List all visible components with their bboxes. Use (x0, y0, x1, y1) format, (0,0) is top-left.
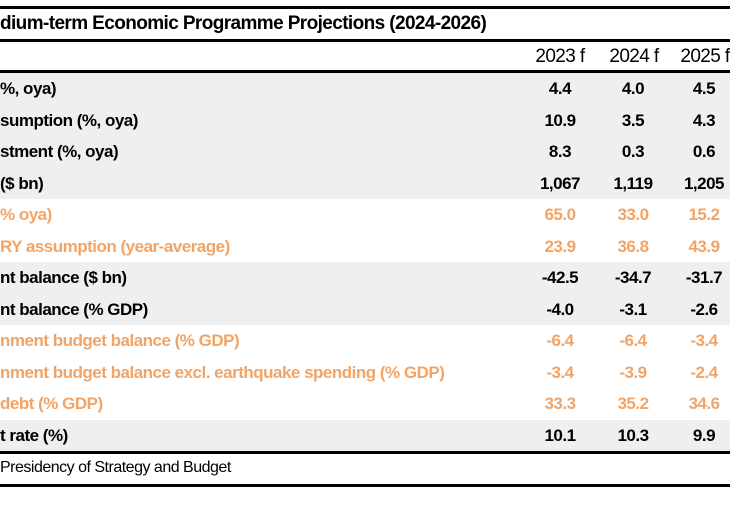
cell-value: -31.7 (685, 268, 723, 287)
cell-value: 1,205 (683, 173, 725, 193)
table-row: t rate (%) 10.1 10.3 9.9 (0, 419, 730, 451)
table-row: nt balance ($ bn) -42.5 -34.7 -31.7 (0, 262, 730, 294)
row-label: sumption (%, oya) (0, 110, 138, 130)
footer-rule (0, 484, 730, 487)
cell-value: -3.4 (690, 331, 718, 350)
cell-value: -3.1 (619, 299, 647, 319)
cell-value: 4.0 (621, 79, 645, 98)
cell-value: -4.0 (546, 299, 574, 319)
cell-value: 33.3 (544, 394, 576, 413)
cell-value: 4.3 (692, 110, 716, 130)
row-label: t rate (%) (0, 425, 68, 445)
table-row: %, oya) 4.4 4.0 4.5 (0, 73, 730, 105)
table-row: stment (%, oya) 8.3 0.3 0.6 (0, 136, 730, 168)
cell-value: -34.7 (614, 268, 652, 287)
cell-value: 35.2 (617, 394, 649, 413)
cell-value: 3.5 (621, 110, 645, 130)
cell-value: 34.6 (688, 394, 720, 413)
row-label: nment budget balance (% GDP) (0, 331, 240, 350)
cell-value: 0.6 (692, 142, 716, 161)
row-label: debt (% GDP) (0, 394, 103, 413)
row-label: ($ bn) (0, 173, 44, 193)
row-label: % oya) (0, 205, 52, 224)
column-header-2025: 2025 f (680, 46, 730, 67)
cell-value: 4.4 (548, 79, 572, 98)
bottom-rule (0, 451, 730, 454)
table-row: debt (% GDP) 33.3 35.2 34.6 (0, 388, 730, 420)
cell-value: 10.1 (544, 425, 576, 445)
table-row: sumption (%, oya) 10.9 3.5 4.3 (0, 104, 730, 136)
table-row: nment budget balance (% GDP) -6.4 -6.4 -3.4 (0, 325, 730, 357)
cell-value: 1,067 (539, 173, 581, 193)
row-label: %, oya) (0, 79, 57, 98)
cell-value: 43.9 (688, 236, 720, 256)
cell-value: -42.5 (541, 268, 579, 287)
row-label: nt balance (% GDP) (0, 299, 148, 319)
cell-value: 10.3 (617, 425, 649, 445)
cell-value: 23.9 (544, 236, 576, 256)
cell-value: -6.4 (546, 331, 574, 350)
cell-value: 65.0 (544, 205, 576, 224)
table-row: % oya) 65.0 33.0 15.2 (0, 199, 730, 231)
cell-value: -2.6 (690, 299, 718, 319)
cell-value: 0.3 (621, 142, 645, 161)
cell-value: -3.9 (619, 362, 647, 382)
table-title: dium-term Economic Programme Projections… (0, 13, 487, 34)
column-header-2024: 2024 f (609, 46, 659, 67)
cell-value: 10.9 (544, 110, 576, 130)
table-row: nt balance (% GDP) -4.0 -3.1 -2.6 (0, 293, 730, 325)
table-row: RY assumption (year-average) 23.9 36.8 43.9 (0, 231, 730, 263)
cell-value: 33.0 (617, 205, 649, 224)
row-label: stment (%, oya) (0, 142, 119, 161)
cell-value: 9.9 (692, 425, 716, 445)
top-rule (0, 6, 730, 9)
cell-value: 15.2 (688, 205, 720, 224)
cell-value: -3.4 (546, 362, 574, 382)
row-label: RY assumption (year-average) (0, 236, 230, 256)
cell-value: 36.8 (617, 236, 649, 256)
header-rule (0, 70, 730, 73)
cell-value: -6.4 (619, 331, 647, 350)
column-header-2023: 2023 f (535, 46, 585, 67)
source-note: Presidency of Strategy and Budget (0, 459, 231, 476)
cell-value: 4.5 (692, 79, 716, 98)
cell-value: -2.4 (690, 362, 718, 382)
row-label: nt balance ($ bn) (0, 268, 127, 287)
title-rule (0, 39, 730, 42)
table-row: ($ bn) 1,067 1,119 1,205 (0, 167, 730, 199)
table-row: nment budget balance excl. earthquake sp… (0, 357, 730, 389)
cell-value: 8.3 (548, 142, 572, 161)
cell-value: 1,119 (613, 173, 653, 193)
row-label: nment budget balance excl. earthquake sp… (0, 362, 445, 382)
